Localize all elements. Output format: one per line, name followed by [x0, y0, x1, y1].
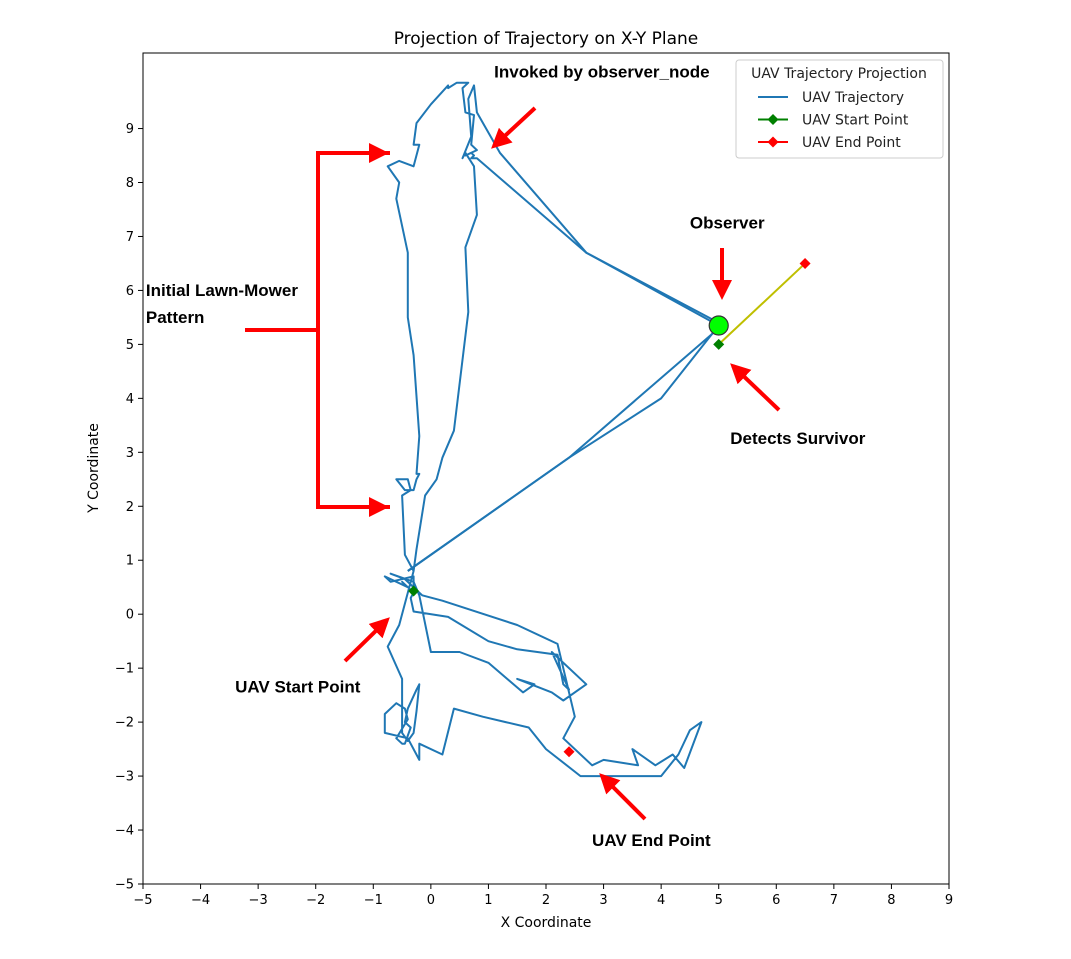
y-tick-label: 1 — [126, 554, 134, 569]
annotation-observer: Observer — [690, 213, 765, 232]
y-tick-label: −3 — [115, 770, 134, 785]
x-tick-label: −5 — [133, 893, 152, 908]
marker-observer — [708, 315, 729, 336]
y-tick-label: 0 — [126, 608, 134, 623]
annotation-start: UAV Start Point — [235, 677, 361, 696]
y-tick-label: 8 — [126, 176, 134, 191]
x-tick-label: −1 — [364, 893, 383, 908]
y-tick-label: 6 — [126, 284, 134, 299]
y-tick-label: 3 — [126, 446, 134, 461]
marker-uav-start-point-second — [713, 338, 725, 350]
y-tick-label: 4 — [126, 392, 134, 407]
legend-entries: UAV Trajectory UAV Start Point UAV End Poi… — [758, 90, 909, 151]
series-line-survivor — [718, 262, 806, 346]
y-tick-label: −4 — [115, 824, 134, 839]
arrow-invoked — [491, 106, 537, 149]
y-axis-title: Y Coordinate — [86, 423, 102, 514]
series-line-trajectory — [383, 84, 720, 778]
arrow-survivor — [730, 363, 781, 412]
x-tick-label: 7 — [830, 893, 838, 908]
y-tick-label: −5 — [115, 878, 134, 893]
y-tick-label: −2 — [115, 716, 134, 731]
annotation-end: UAV End Point — [592, 831, 711, 850]
lawn-bracket — [316, 151, 390, 509]
annotation-survivor: Detects Survivor — [730, 429, 865, 448]
y-tick-label: 7 — [126, 230, 134, 245]
annotation-arrows — [245, 106, 781, 821]
plot-area — [142, 52, 950, 885]
x-tick-label: 6 — [772, 893, 780, 908]
marker-layer — [408, 257, 811, 758]
y-tick-label: 2 — [126, 500, 134, 515]
x-tick-label: 0 — [427, 893, 435, 908]
marker-uav-end-point-second — [799, 257, 811, 269]
annotation-lawn-2: Pattern — [146, 308, 205, 327]
y-tick-label: 5 — [126, 338, 134, 353]
annotation-lawn-1: Initial Lawn-Mower — [146, 281, 298, 300]
series-layer — [383, 81, 806, 778]
x-tick-label: −3 — [249, 893, 268, 908]
x-tick-label: 8 — [887, 893, 895, 908]
x-tick-label: 3 — [599, 893, 607, 908]
legend-title: UAV Trajectory Projection — [751, 66, 927, 82]
marker-uav-start-point — [408, 585, 420, 597]
x-tick-label: 5 — [715, 893, 723, 908]
chart-title: Projection of Trajectory on X-Y Plane — [394, 29, 699, 49]
legend-label: UAV Start Point — [802, 113, 909, 129]
y-tick-label: −1 — [115, 662, 134, 677]
legend-label: UAV Trajectory — [802, 90, 904, 106]
x-tick-label: −2 — [306, 893, 325, 908]
legend-label: UAV End Point — [802, 135, 901, 151]
x-tick-label: 4 — [657, 893, 665, 908]
series-line-trajectory — [386, 81, 720, 572]
x-tick-label: 1 — [484, 893, 492, 908]
legend-diamond — [767, 136, 779, 148]
x-axis: −5 −4 −3 −2 −1 0 1 2 3 4 5 6 7 8 9 — [133, 884, 953, 908]
marker-uav-end-point — [563, 746, 575, 758]
annotation-layer: Observer Invoked by observer_node Initial … — [146, 62, 866, 850]
legend-diamond — [767, 114, 779, 125]
arrow-start — [343, 617, 390, 663]
annotation-invoked: Invoked by observer_node — [494, 62, 709, 81]
x-axis-title: X Coordinate — [501, 915, 592, 931]
x-tick-label: −4 — [191, 893, 210, 908]
x-tick-label: 9 — [945, 893, 953, 908]
legend: UAV Trajectory Projection UAV Trajectory… — [735, 59, 944, 159]
y-axis: −5 −4 −3 −2 −1 0 1 2 3 4 5 6 7 8 9 — [115, 122, 143, 893]
y-tick-label: 9 — [126, 122, 134, 137]
legend-box — [735, 59, 944, 159]
x-tick-label: 2 — [542, 893, 550, 908]
arrow-end — [599, 773, 647, 821]
